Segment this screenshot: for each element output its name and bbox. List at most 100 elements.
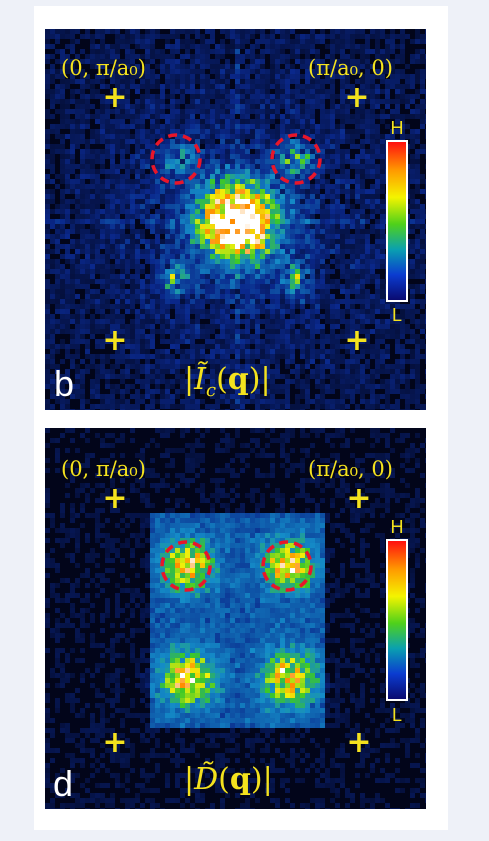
heatmap-cell <box>215 239 220 244</box>
heatmap-cell <box>145 289 150 294</box>
heatmap-cell <box>395 304 400 309</box>
heatmap-cell <box>190 339 195 344</box>
heatmap-cell <box>390 379 395 384</box>
heatmap-cell <box>65 244 70 249</box>
heatmap-cell <box>355 354 360 359</box>
heatmap-cell <box>245 114 250 119</box>
heatmap-cell <box>300 189 305 194</box>
heatmap-cell <box>345 304 350 309</box>
heatmap-cell <box>115 29 120 34</box>
heatmap-cell <box>185 39 190 44</box>
heatmap-cell <box>180 79 185 84</box>
heatmap-cell <box>255 114 260 119</box>
heatmap-cell <box>150 104 155 109</box>
heatmap-cell <box>220 354 225 359</box>
heatmap-cell <box>350 144 355 149</box>
heatmap-cell <box>350 29 355 34</box>
heatmap-cell <box>290 249 295 254</box>
heatmap-cell <box>115 229 120 234</box>
heatmap-cell <box>315 279 320 284</box>
heatmap-cell <box>180 54 185 59</box>
heatmap-cell <box>155 184 160 189</box>
heatmap-cell <box>190 224 195 229</box>
heatmap-cell <box>225 99 230 104</box>
heatmap-cell <box>110 209 115 214</box>
heatmap-cell <box>200 249 205 254</box>
heatmap-cell <box>315 329 320 334</box>
heatmap-cell <box>225 29 230 34</box>
heatmap-cell <box>305 99 310 104</box>
heatmap-cell <box>385 304 390 309</box>
heatmap-cell <box>285 214 290 219</box>
heatmap-cell <box>365 59 370 64</box>
heatmap-cell <box>50 94 55 99</box>
heatmap-cell <box>45 94 50 99</box>
heatmap-cell <box>130 154 135 159</box>
heatmap-cell <box>265 324 270 329</box>
heatmap-cell <box>275 349 280 354</box>
heatmap-cell <box>55 264 60 269</box>
heatmap-cell <box>315 284 320 289</box>
heatmap-cell <box>290 239 295 244</box>
heatmap-cell <box>245 304 250 309</box>
heatmap-cell <box>370 184 375 189</box>
heatmap-cell <box>290 194 295 199</box>
heatmap-cell <box>275 359 280 364</box>
heatmap-cell <box>65 154 70 159</box>
heatmap-cell <box>235 374 240 379</box>
heatmap-cell <box>205 174 210 179</box>
heatmap-cell <box>415 339 420 344</box>
heatmap-cell <box>420 99 425 104</box>
heatmap-cell <box>150 169 155 174</box>
heatmap-cell <box>165 234 170 239</box>
heatmap-cell <box>195 384 200 389</box>
heatmap-cell <box>310 259 315 264</box>
heatmap-cell <box>135 269 140 274</box>
heatmap-cell <box>145 214 150 219</box>
heatmap-cell <box>335 399 340 404</box>
heatmap-cell <box>90 174 95 179</box>
heatmap-cell <box>325 274 330 279</box>
heatmap-cell <box>215 89 220 94</box>
heatmap-cell <box>405 394 410 399</box>
heatmap-cell <box>270 259 275 264</box>
heatmap-cell <box>95 299 100 304</box>
heatmap-cell <box>200 349 205 354</box>
heatmap-cell <box>110 109 115 114</box>
heatmap-cell <box>340 64 345 69</box>
heatmap-cell <box>385 334 390 339</box>
heatmap-cell <box>215 249 220 254</box>
heatmap-cell <box>415 234 420 239</box>
heatmap-cell <box>165 289 170 294</box>
heatmap-cell <box>75 284 80 289</box>
heatmap-cell <box>85 329 90 334</box>
heatmap-cell <box>420 84 425 89</box>
heatmap-cell <box>355 364 360 369</box>
heatmap-cell <box>415 139 420 144</box>
heatmap-cell <box>160 399 165 404</box>
heatmap-cell <box>145 149 150 154</box>
heatmap-cell <box>330 319 335 324</box>
heatmap-cell <box>175 314 180 319</box>
heatmap-cell <box>380 214 385 219</box>
heatmap-cell <box>75 124 80 129</box>
heatmap-cell <box>115 354 120 359</box>
heatmap-cell <box>375 274 380 279</box>
heatmap-cell <box>320 29 325 34</box>
heatmap-cell <box>240 289 245 294</box>
heatmap-cell <box>105 404 110 409</box>
heatmap-cell <box>320 299 325 304</box>
heatmap-cell <box>70 389 75 394</box>
heatmap-cell <box>230 164 235 169</box>
heatmap-cell <box>155 319 160 324</box>
heatmap-cell <box>335 64 340 69</box>
heatmap-cell <box>290 74 295 79</box>
heatmap-cell <box>75 164 80 169</box>
heatmap-cell <box>340 119 345 124</box>
heatmap-cell <box>50 249 55 254</box>
heatmap-cell <box>225 149 230 154</box>
heatmap-cell <box>385 354 390 359</box>
heatmap-cell <box>365 309 370 314</box>
heatmap-cell <box>385 364 390 369</box>
heatmap-cell <box>365 84 370 89</box>
